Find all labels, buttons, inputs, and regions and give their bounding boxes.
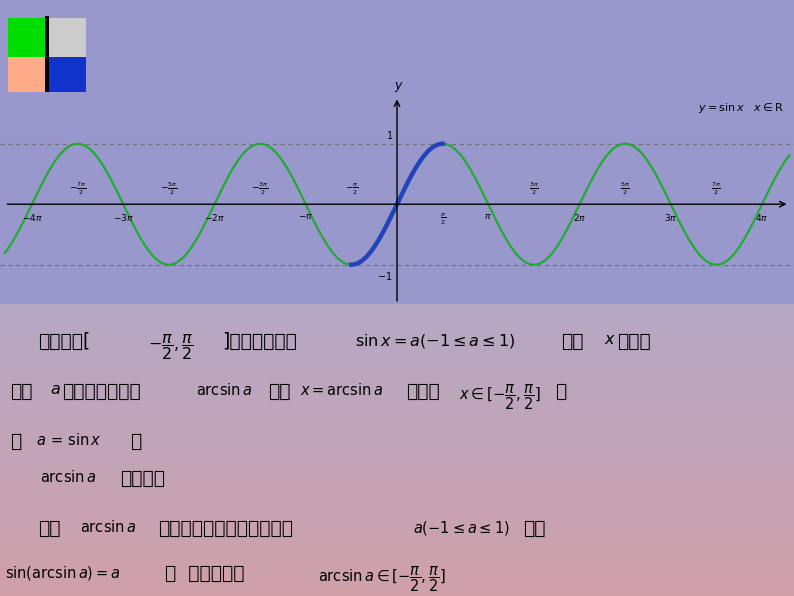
Text: ，其中: ，其中 xyxy=(406,382,440,401)
Text: $-\frac{3\pi}{2}$: $-\frac{3\pi}{2}$ xyxy=(252,181,269,197)
Text: 实数: 实数 xyxy=(10,382,33,401)
Text: 的意义：: 的意义： xyxy=(120,469,165,488)
Bar xyxy=(8,18,47,57)
Text: ，: ， xyxy=(555,382,566,401)
Text: $\mathrm{arcsin}\,a$: $\mathrm{arcsin}\,a$ xyxy=(80,519,137,535)
Text: $\frac{3\pi}{2}$: $\frac{3\pi}{2}$ xyxy=(529,181,539,197)
Text: $-2\pi$: $-2\pi$ xyxy=(204,212,225,223)
Text: $\pi$: $\pi$ xyxy=(484,212,492,221)
Text: 在闭区间[: 在闭区间[ xyxy=(38,332,91,351)
Text: $a(-1\leq a\leq 1)$: $a(-1\leq a\leq 1)$ xyxy=(413,519,510,537)
Text: $4\pi$: $4\pi$ xyxy=(755,212,769,223)
Text: $-\pi$: $-\pi$ xyxy=(299,212,314,221)
Text: $x$: $x$ xyxy=(604,332,616,347)
Text: $a\,=\,\mathrm{sin}\,x$: $a\,=\,\mathrm{sin}\,x$ xyxy=(36,432,102,448)
Text: 表示一个角，角的正弦值为: 表示一个角，角的正弦值为 xyxy=(158,519,293,538)
Text: 的角: 的角 xyxy=(561,332,584,351)
Text: $-\dfrac{\pi}{2},\dfrac{\pi}{2}$: $-\dfrac{\pi}{2},\dfrac{\pi}{2}$ xyxy=(148,332,194,362)
Text: ．: ． xyxy=(130,432,141,451)
Text: $-4\pi$: $-4\pi$ xyxy=(21,212,42,223)
Text: $\frac{\pi}{2}$: $\frac{\pi}{2}$ xyxy=(440,212,445,227)
Text: $y=\sin x$   $x\in\mathrm{R}$: $y=\sin x$ $x\in\mathrm{R}$ xyxy=(698,101,784,116)
Text: ]上，符合条件: ]上，符合条件 xyxy=(222,332,297,351)
Text: $a$: $a$ xyxy=(50,382,61,397)
Text: ．  角的范围是: ． 角的范围是 xyxy=(165,564,245,583)
Bar xyxy=(44,17,48,98)
Text: ，即: ，即 xyxy=(268,382,291,401)
Text: $-3\pi$: $-3\pi$ xyxy=(113,212,133,223)
Text: 的反正弦，记作: 的反正弦，记作 xyxy=(62,382,141,401)
Bar xyxy=(47,57,86,96)
Text: $-\frac{7\pi}{2}$: $-\frac{7\pi}{2}$ xyxy=(69,181,87,197)
Text: $2\pi$: $2\pi$ xyxy=(573,212,586,223)
Text: $x=\mathrm{arcsin}\,a$: $x=\mathrm{arcsin}\,a$ xyxy=(300,382,384,398)
Text: ，叫做: ，叫做 xyxy=(617,332,651,351)
Text: $-1$: $-1$ xyxy=(377,269,393,281)
Text: $\mathrm{arcsin}\,a\in[-\dfrac{\pi}{2},\dfrac{\pi}{2}]$: $\mathrm{arcsin}\,a\in[-\dfrac{\pi}{2},\… xyxy=(318,564,446,594)
Bar xyxy=(47,18,86,57)
Text: $x\in[-\dfrac{\pi}{2},\dfrac{\pi}{2}]$: $x\in[-\dfrac{\pi}{2},\dfrac{\pi}{2}]$ xyxy=(459,382,541,411)
Text: $\mathrm{sin}\,x=a(-1\leq a\leq 1)$: $\mathrm{sin}\,x=a(-1\leq a\leq 1)$ xyxy=(355,332,515,350)
Text: $-\frac{5\pi}{2}$: $-\frac{5\pi}{2}$ xyxy=(160,181,178,197)
Text: ，即: ，即 xyxy=(523,519,545,538)
Text: 1: 1 xyxy=(387,131,393,141)
Text: 且: 且 xyxy=(10,432,21,451)
Text: $\frac{7\pi}{2}$: $\frac{7\pi}{2}$ xyxy=(711,181,722,197)
Text: $y$: $y$ xyxy=(395,80,404,94)
Text: $\mathrm{sin(arcsin}\,a)=a$: $\mathrm{sin(arcsin}\,a)=a$ xyxy=(5,564,121,582)
Text: $\mathrm{arcsin}\,a$: $\mathrm{arcsin}\,a$ xyxy=(196,382,252,398)
Bar xyxy=(8,57,47,96)
Text: 首先: 首先 xyxy=(38,519,60,538)
Text: $-\frac{\pi}{2}$: $-\frac{\pi}{2}$ xyxy=(345,182,358,197)
Text: $\mathrm{arcsin}\,a$: $\mathrm{arcsin}\,a$ xyxy=(40,469,96,485)
Text: $\frac{5\pi}{2}$: $\frac{5\pi}{2}$ xyxy=(620,181,630,197)
Text: $3\pi$: $3\pi$ xyxy=(664,212,677,223)
